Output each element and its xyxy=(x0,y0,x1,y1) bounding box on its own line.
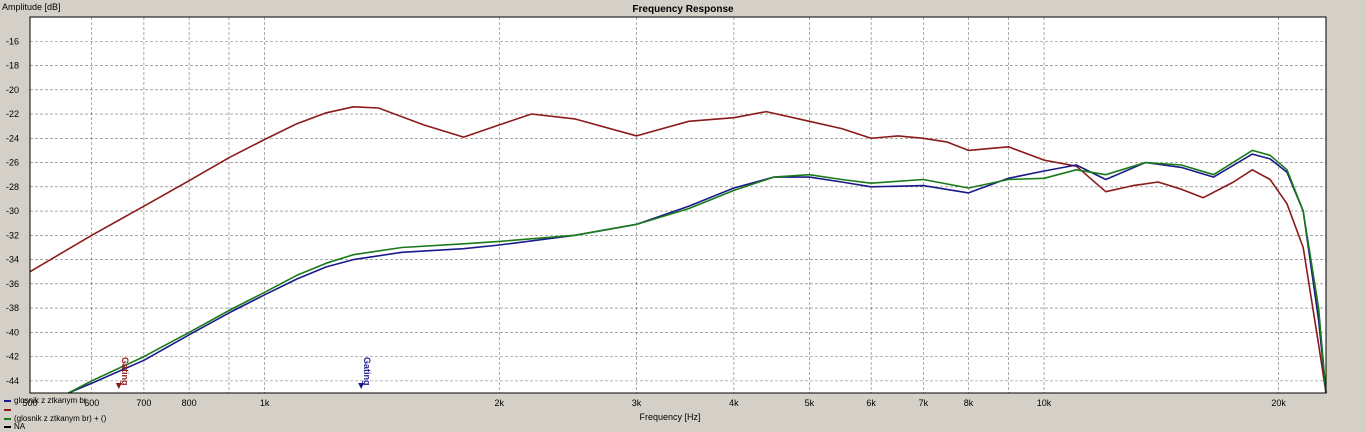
y-tick-label: -28 xyxy=(6,182,19,192)
legend-label: glosnik z ztkanym br xyxy=(14,396,87,405)
y-tick-label: -38 xyxy=(6,303,19,313)
legend-swatch xyxy=(4,425,11,428)
x-tick-label: 4k xyxy=(729,398,739,408)
x-tick-label: 8k xyxy=(964,398,974,408)
series-line xyxy=(68,149,1327,394)
x-tick-label: 3k xyxy=(632,398,642,408)
x-tick-label: 7k xyxy=(919,398,929,408)
x-tick-label: 800 xyxy=(182,398,197,408)
x-tick-label: 5k xyxy=(805,398,815,408)
y-tick-label: -32 xyxy=(6,230,19,240)
legend-entry: (glosnik z ztkanym br) + () xyxy=(4,414,106,423)
y-tick-label: -18 xyxy=(6,61,19,71)
x-tick-label: 20k xyxy=(1271,398,1286,408)
gating-marker xyxy=(115,383,122,389)
grid-layer xyxy=(29,17,1326,393)
y-axis-label: Amplitude [dB] xyxy=(2,2,61,12)
y-tick-label: -42 xyxy=(6,352,19,362)
y-tick-label: -16 xyxy=(6,36,19,46)
x-tick-labels: 500 600 700 800 1k 2k 3k 4k 5k 6k 7k 8k 10k 20k xyxy=(22,398,1286,408)
y-tick-label: -20 xyxy=(6,85,19,95)
y-tick-label: -34 xyxy=(6,255,19,265)
legend-entry: NA xyxy=(4,422,25,431)
y-tick-label: -24 xyxy=(6,133,19,143)
legend-entry xyxy=(4,405,14,414)
x-tick-label: 10k xyxy=(1037,398,1052,408)
plot-border xyxy=(29,16,1327,394)
plot-area xyxy=(30,17,1326,393)
y-tick-label: -26 xyxy=(6,158,19,168)
legend-swatch xyxy=(4,408,11,411)
x-tick-label: 1k xyxy=(260,398,270,408)
y-tick-label: -40 xyxy=(6,327,19,337)
marker-layer: Gating Gating xyxy=(115,357,372,389)
x-tick-label: 2k xyxy=(495,398,505,408)
gating-marker-label: Gating xyxy=(120,357,130,386)
gating-marker-label: Gating xyxy=(362,357,372,386)
x-tick-label: 600 xyxy=(84,398,99,408)
chart-title: Frequency Response xyxy=(632,4,734,15)
y-tick-label: -22 xyxy=(6,109,19,119)
legend-label: (glosnik z ztkanym br) + () xyxy=(14,414,107,423)
series-layer xyxy=(29,106,1327,394)
legend-entry: glosnik z ztkanym br xyxy=(4,396,86,405)
legend-swatch xyxy=(4,417,11,420)
gating-marker xyxy=(358,383,365,389)
y-tick-label: -44 xyxy=(6,376,19,386)
x-tick-label: 500 xyxy=(22,398,37,408)
series-line xyxy=(29,106,1327,394)
legend-swatch xyxy=(4,399,11,402)
x-tick-label: 700 xyxy=(136,398,151,408)
y-tick-labels: -16 -18 -20 -22 -24 -26 -28 -30 -32 -34 -36 -38 -40 -… xyxy=(6,36,19,386)
x-axis-label: Frequency [Hz] xyxy=(639,412,700,422)
legend-label: NA xyxy=(14,422,26,431)
series-line xyxy=(68,153,1327,394)
x-tick-label: 6k xyxy=(866,398,876,408)
y-tick-label: -36 xyxy=(6,279,19,289)
y-tick-label: -30 xyxy=(6,206,19,216)
